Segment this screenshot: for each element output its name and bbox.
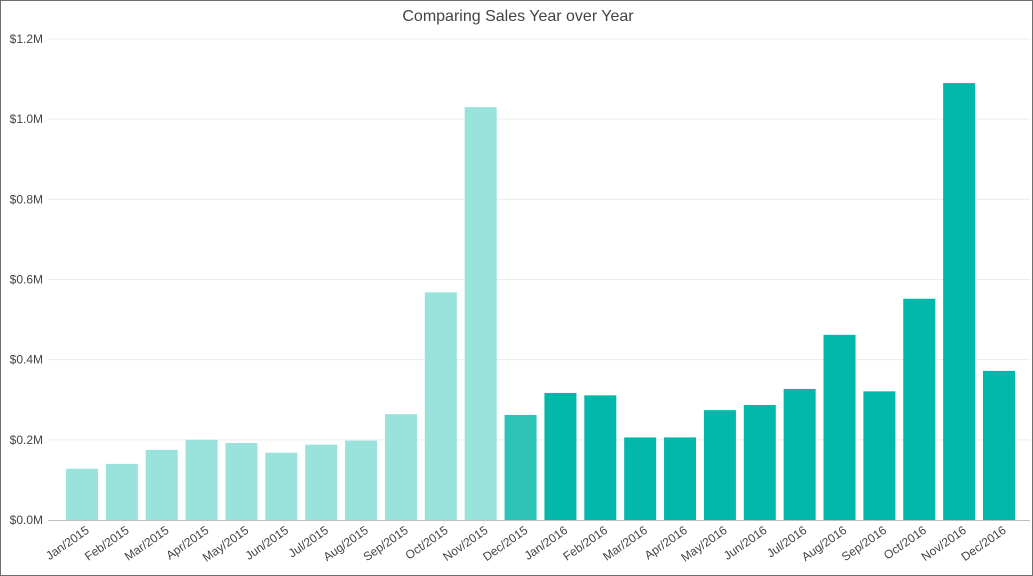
bar-jul-2016[interactable] [783,388,816,520]
x-tick-label: May/2016 [678,523,729,565]
x-tick-label: Sep/2016 [839,523,889,564]
x-tick-label: Feb/2016 [560,523,610,564]
bars [66,83,1015,521]
bar-oct-2015[interactable] [424,292,457,520]
y-axis-tick-labels: $0.0M $0.2M $0.4M $0.6M $0.8M $1.0M $1.2M [10,32,43,527]
bar-jul-2015[interactable] [305,444,338,520]
bar-mar-2015[interactable] [145,449,178,520]
y-tick-label: $1.0M [10,112,43,126]
bar-aug-2015[interactable] [345,440,378,520]
bar-sep-2016[interactable] [863,391,896,520]
x-tick-label: Jun/2015 [243,523,292,563]
bar-jan-2016[interactable] [544,392,577,520]
y-tick-label: $1.2M [10,32,43,46]
y-tick-label: $0.0M [10,513,43,527]
y-tick-label: $0.8M [10,192,43,206]
bar-jan-2015[interactable] [66,468,98,520]
bar-apr-2016[interactable] [664,437,697,520]
bar-aug-2016[interactable] [823,334,856,520]
x-tick-label: Dec/2015 [480,523,530,564]
x-axis-tick-labels: Jan/2015Feb/2015Mar/2015Apr/2015May/2015… [43,523,1009,565]
bar-feb-2016[interactable] [584,395,617,520]
bar-mar-2016[interactable] [624,437,657,520]
bar-jun-2016[interactable] [743,404,776,520]
y-tick-label: $0.6M [10,273,43,287]
bar-may-2016[interactable] [703,410,736,520]
x-tick-label: Feb/2015 [82,523,132,564]
x-tick-label: May/2015 [200,523,251,565]
chart-title: Comparing Sales Year over Year [402,8,634,25]
x-tick-label: Mar/2016 [600,523,650,564]
bar-dec-2016[interactable] [983,370,1015,520]
x-tick-label: Dec/2016 [959,523,1009,564]
x-tick-label: Mar/2015 [122,523,172,564]
bar-jun-2015[interactable] [265,452,298,520]
bar-sep-2015[interactable] [384,414,417,520]
bar-oct-2016[interactable] [903,298,936,520]
bar-dec-2015[interactable] [504,414,537,520]
bar-nov-2016[interactable] [943,83,976,520]
x-tick-label: Jun/2016 [721,523,770,563]
bar-may-2015[interactable] [225,443,258,520]
x-tick-label: Sep/2015 [361,523,411,564]
bar-apr-2015[interactable] [185,439,218,520]
bar-feb-2015[interactable] [105,463,138,520]
y-tick-label: $0.2M [10,433,43,447]
bar-nov-2015[interactable] [464,107,497,521]
gridlines [48,38,1030,441]
y-tick-label: $0.4M [10,353,43,367]
